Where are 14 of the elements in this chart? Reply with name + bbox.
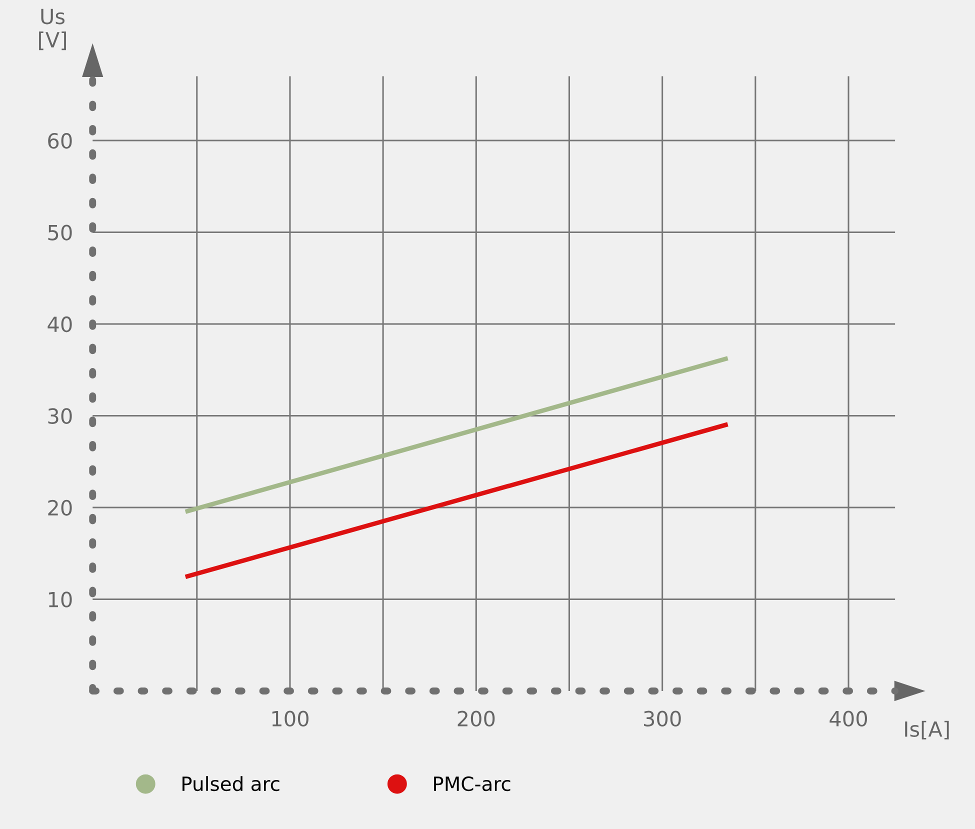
y-tick-label: 50 bbox=[48, 224, 72, 240]
x-tick-label: 400 bbox=[830, 710, 868, 727]
legend-label: Pulsed arc bbox=[182, 776, 280, 792]
x-tick-label: 200 bbox=[458, 710, 495, 727]
x-tick-label: 100 bbox=[272, 710, 308, 727]
y-tick-label: 10 bbox=[48, 592, 72, 608]
legend-label: PMC-arc bbox=[434, 776, 510, 792]
x-tick-label: 300 bbox=[644, 710, 681, 727]
x-axis-title: Is[A] bbox=[905, 720, 949, 740]
y-tick-label: 20 bbox=[48, 500, 72, 516]
y-axis-title: Us [V] bbox=[39, 8, 66, 50]
y-tick-label: 30 bbox=[48, 408, 72, 424]
y-tick-label: 60 bbox=[48, 132, 72, 149]
y-tick-label: 40 bbox=[48, 316, 72, 332]
